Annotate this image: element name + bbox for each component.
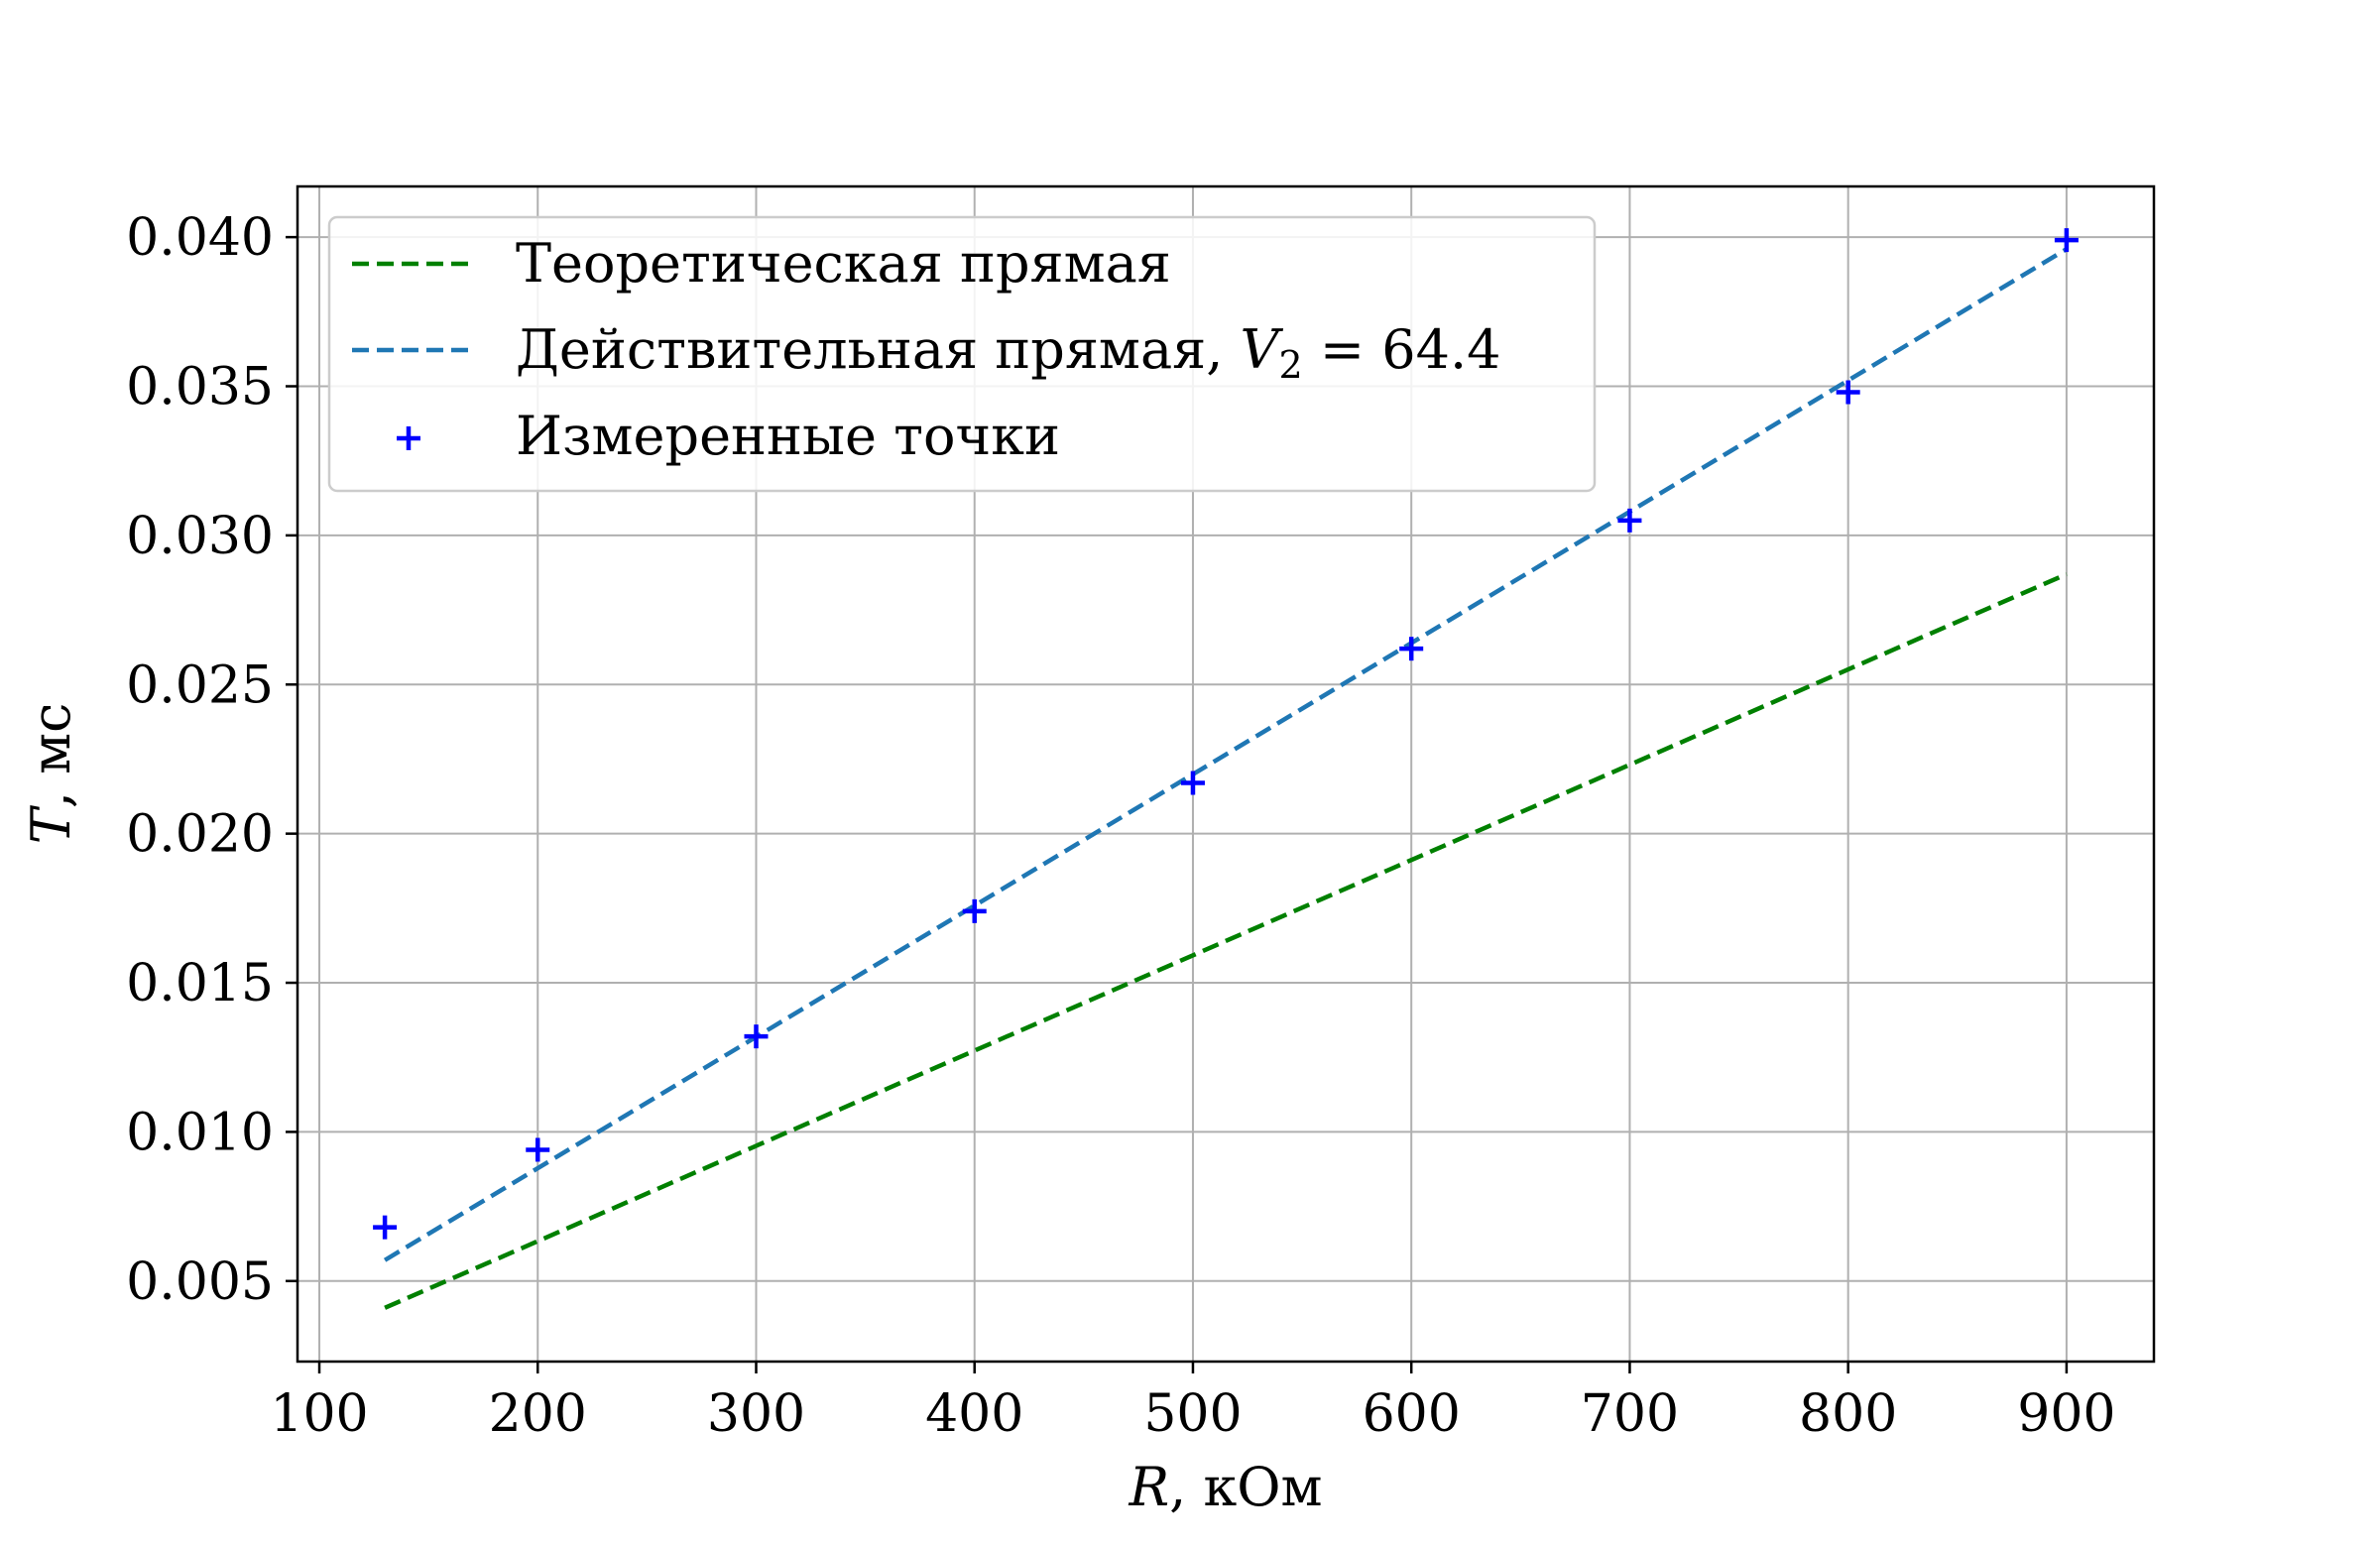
measured-point-0 xyxy=(373,1215,398,1240)
y-tick-label-6: 0.035 xyxy=(126,358,274,417)
measured-point-6 xyxy=(1617,508,1642,533)
legend-label-theoretical: Теоретическая прямая xyxy=(516,232,1171,295)
y-tick-label-4: 0.025 xyxy=(126,655,274,715)
measured-point-7 xyxy=(1836,380,1860,405)
y-axis-label: T, мс xyxy=(20,703,82,845)
legend: Теоретическая прямая Действительная прям… xyxy=(327,215,1597,493)
x-axis-label: R, кОм xyxy=(1128,1456,1322,1518)
y-tick-label-1: 0.010 xyxy=(126,1103,274,1162)
measured-point-4 xyxy=(1180,771,1205,795)
x-tick-label-2: 300 xyxy=(707,1384,805,1444)
series-layer xyxy=(373,228,2079,1310)
x-tick-label-4: 500 xyxy=(1143,1384,1242,1444)
y-tick-label-7: 0.040 xyxy=(126,208,274,268)
legend-label-measured: Измеренные точки xyxy=(516,405,1060,467)
measured-point-8 xyxy=(2054,228,2079,253)
plot-frame xyxy=(296,184,2156,1364)
x-tick-label-5: 600 xyxy=(1363,1384,1461,1444)
measured-point-3 xyxy=(962,898,987,923)
x-tick-label-7: 800 xyxy=(1799,1384,1897,1444)
y-tick-label-0: 0.005 xyxy=(126,1252,274,1312)
y-tick-label-2: 0.015 xyxy=(126,954,274,1013)
x-tick-label-3: 400 xyxy=(925,1384,1023,1444)
ticks: 100 200 300 400 500 600 700 800 900 0.005 0.010 0.0… xyxy=(126,208,2115,1444)
measured-point-5 xyxy=(1399,637,1424,661)
y-tick-label-5: 0.030 xyxy=(126,507,274,566)
x-tick-label-8: 900 xyxy=(2017,1384,2115,1444)
theoretical-line xyxy=(384,571,2068,1310)
y-tick-label-3: 0.020 xyxy=(126,805,274,865)
legend-label-actual: Действительная прямая, V2 = 64.4 xyxy=(516,318,1501,387)
legend-marker-measured xyxy=(397,426,420,450)
x-tick-label-1: 200 xyxy=(489,1384,587,1444)
x-tick-label-0: 100 xyxy=(270,1384,368,1444)
actual-line xyxy=(383,247,2069,1262)
x-tick-label-6: 700 xyxy=(1581,1384,1679,1444)
legend-box xyxy=(327,215,1597,493)
measured-point-1 xyxy=(526,1137,550,1162)
measured-point-2 xyxy=(744,1024,769,1049)
